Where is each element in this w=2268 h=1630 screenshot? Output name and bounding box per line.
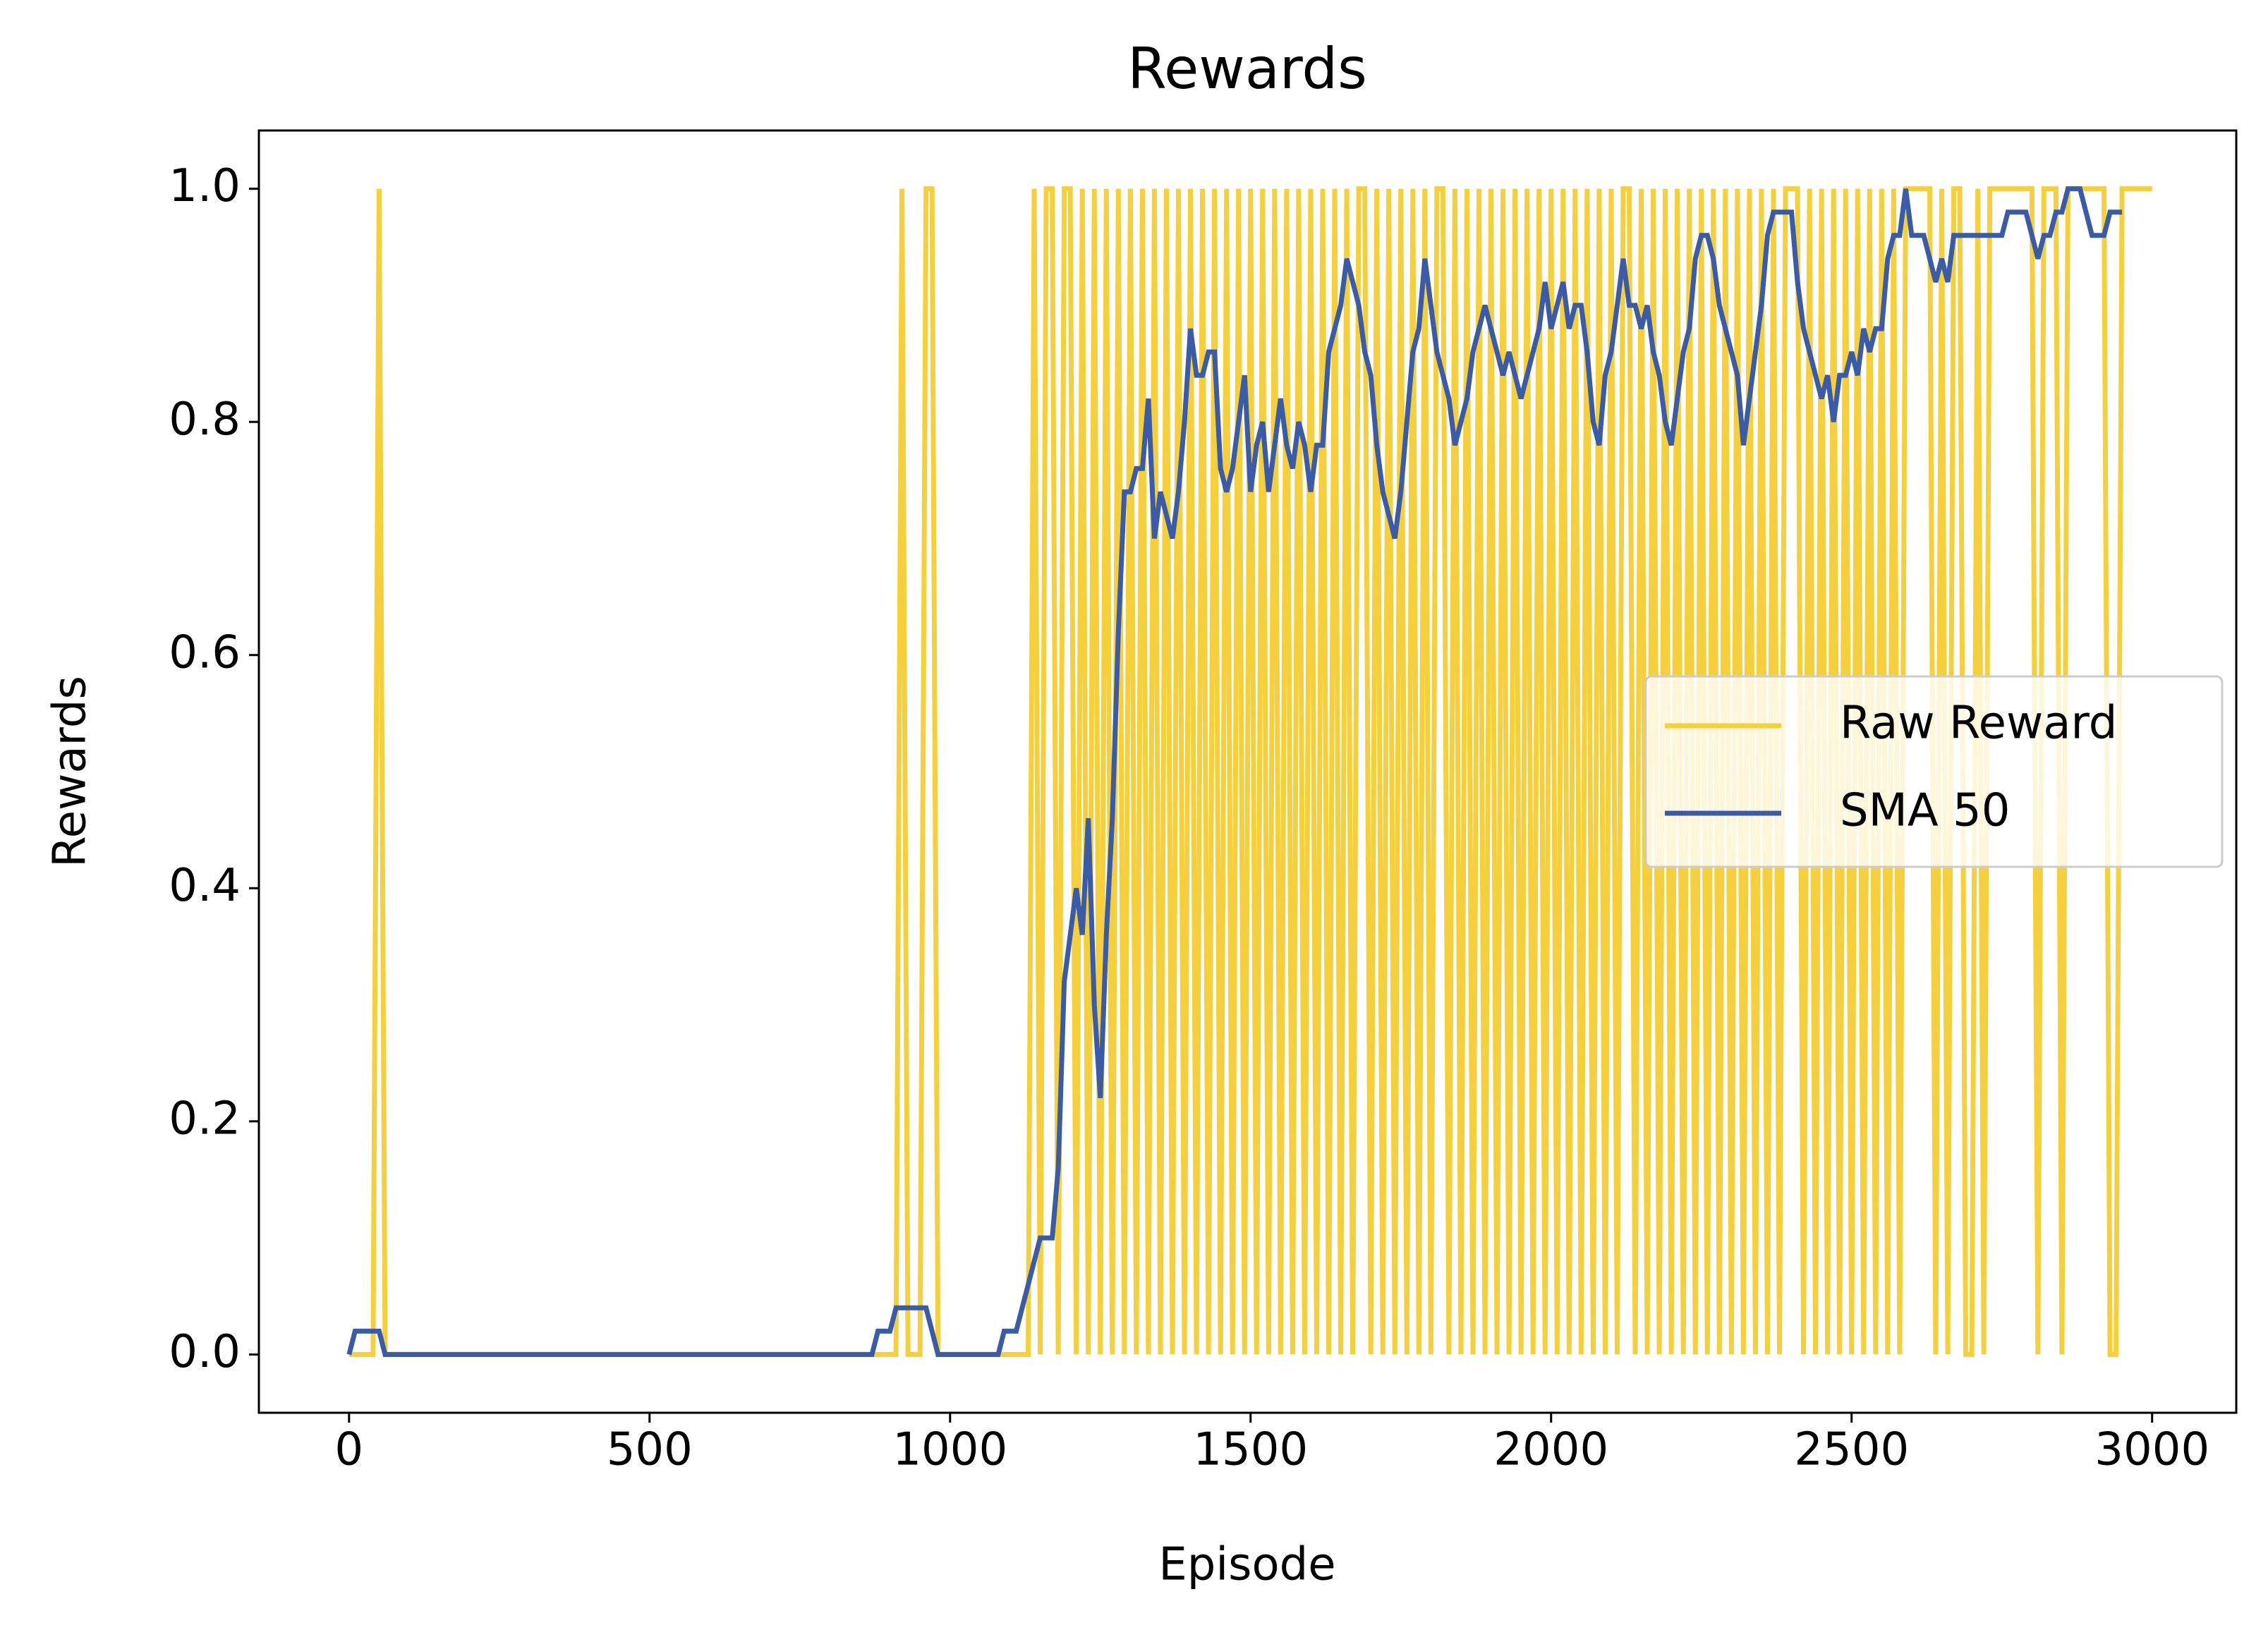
legend-box [1644, 675, 2224, 868]
legend: Raw Reward SMA 50 [1644, 675, 2224, 868]
legend-label: SMA 50 [1840, 785, 2010, 837]
x-tick-label: 1500 [1193, 1424, 1308, 1476]
chart-title: Rewards [1127, 36, 1367, 102]
x-tick-label: 1000 [892, 1424, 1007, 1476]
y-tick-label: 0.6 [169, 626, 241, 679]
y-tick-label: 0.2 [169, 1093, 241, 1145]
legend-label: Raw Reward [1840, 698, 2117, 750]
x-axis-label: Episode [1158, 1539, 1335, 1591]
x-tick-label: 0 [334, 1424, 363, 1476]
x-tick-label: 2000 [1493, 1424, 1608, 1476]
series-line [346, 186, 2123, 1357]
axes-frame [257, 129, 2238, 1414]
y-tick-label: 1.0 [169, 160, 241, 212]
x-tick-label: 500 [607, 1424, 693, 1476]
x-tick-label: 2500 [1794, 1424, 1909, 1476]
y-tick-label: 0.4 [169, 860, 241, 912]
y-tick-label: 0.0 [169, 1326, 241, 1378]
x-tick-label: 3000 [2094, 1424, 2209, 1476]
y-axis-label: Rewards [44, 676, 97, 868]
y-tick-label: 0.8 [169, 394, 241, 446]
